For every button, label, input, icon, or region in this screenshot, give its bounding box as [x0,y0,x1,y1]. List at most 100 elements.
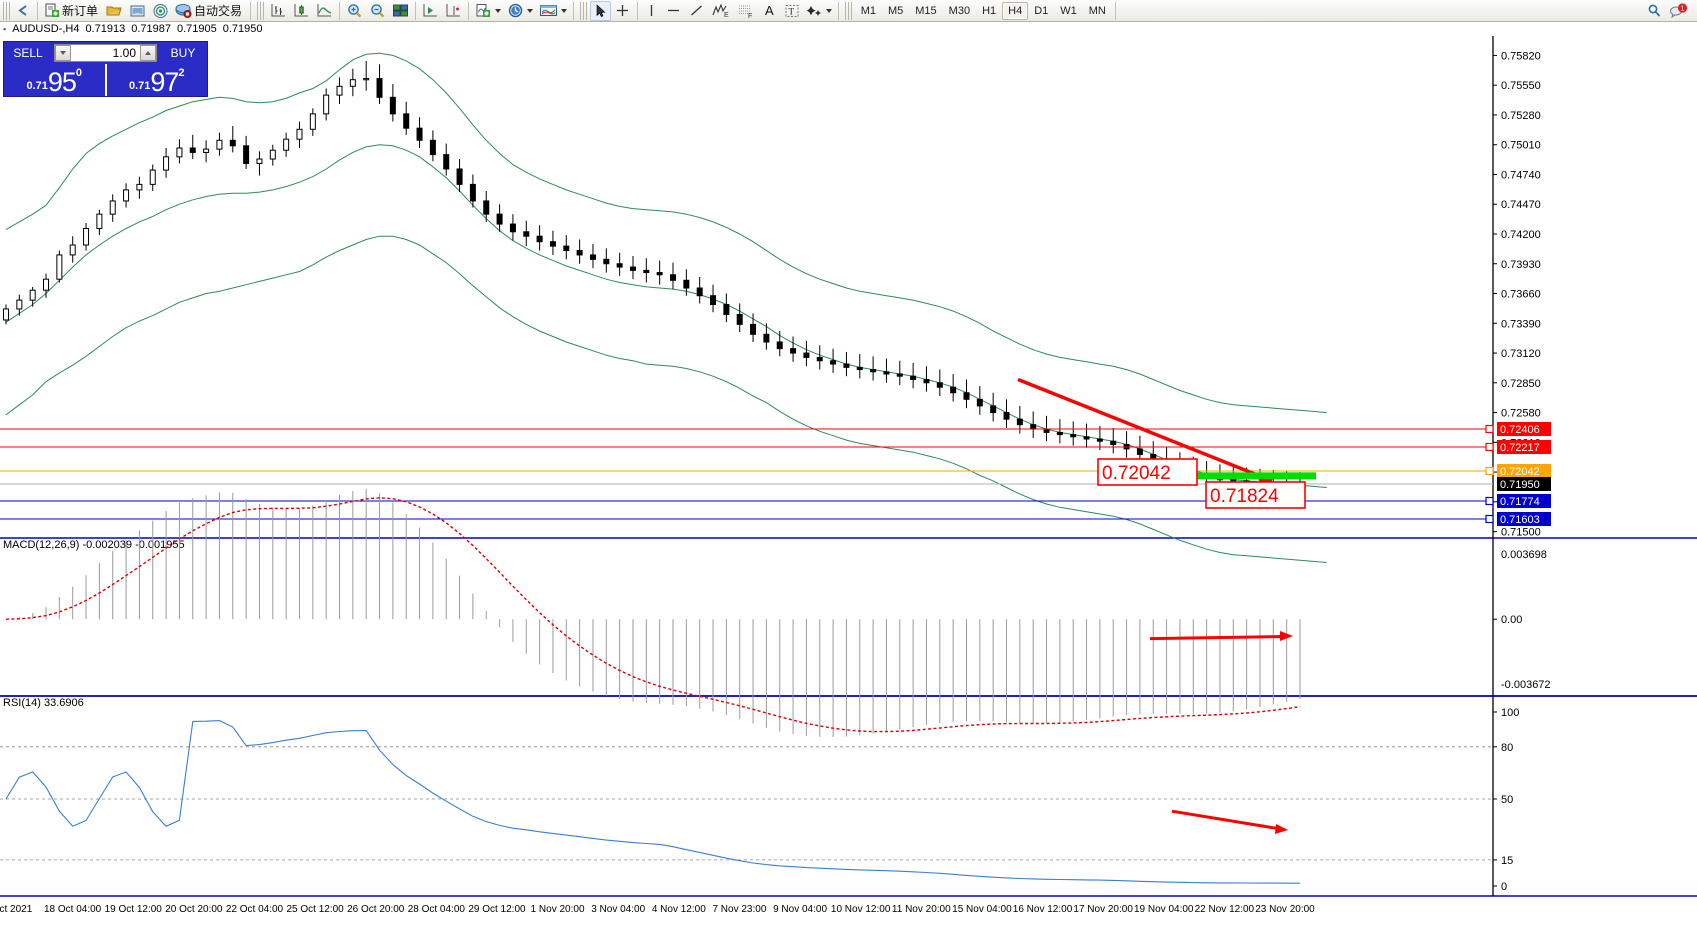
chevron-down-icon[interactable] [495,8,502,13]
toolbar-separator-6 [573,1,575,20]
crosshair-icon [617,4,629,16]
zoom-out-icon [371,3,385,17]
svg-text:0.72217: 0.72217 [1500,442,1540,454]
timeframe-m15[interactable]: M15 [915,4,937,17]
vertical-line-button[interactable] [641,1,662,21]
svg-text:1 Nov 20:00: 1 Nov 20:00 [531,904,585,915]
timeframe-w1[interactable]: W1 [1060,4,1077,17]
horizontal-line-button[interactable] [662,1,685,21]
bar-chart-button[interactable] [267,1,290,21]
buy-quote[interactable]: 0.71 97 2 [104,64,208,96]
zoom-in-button[interactable] [343,1,366,21]
candlestick-chart-button[interactable] [290,1,313,21]
folder-button[interactable] [103,1,126,21]
text-button[interactable]: A [758,1,781,21]
tile-windows-button[interactable] [389,1,412,21]
horizontal-line-icon [668,9,680,11]
main-toolbar: 新订单 自动交易 [0,0,1697,22]
shift-end-icon [423,3,438,16]
buy-button[interactable]: BUY [170,46,196,60]
chevron-down-icon-2[interactable] [527,8,534,13]
svg-text:0.71603: 0.71603 [1500,514,1540,526]
volume-stepper[interactable]: 1.00 [54,44,157,62]
elliott-wave-button[interactable]: E [708,1,733,21]
timeframe-m1[interactable]: M1 [860,4,876,17]
svg-text:0.72850: 0.72850 [1501,378,1541,390]
timeframe-m30[interactable]: M30 [948,4,971,17]
sell-quote[interactable]: 0.71 95 0 [4,64,105,96]
templates-button[interactable] [536,1,570,21]
toolbar-grip[interactable] [3,1,10,20]
svg-text:23 Nov 20:00: 23 Nov 20:00 [1255,904,1315,915]
svg-text:-0.003672: -0.003672 [1501,679,1551,691]
svg-text:0.75550: 0.75550 [1501,80,1541,92]
folder-icon [106,6,122,15]
text-label-button[interactable]: T [781,1,803,21]
toolbar-separator-3 [339,1,341,20]
chevron-down-icon-3[interactable] [561,8,568,13]
zoom-out-button[interactable] [366,1,389,21]
volume-value[interactable]: 1.00 [71,45,140,61]
svg-text:15 Nov 04:00: 15 Nov 04:00 [952,904,1012,915]
search-button[interactable] [1643,1,1666,21]
svg-text:18 Oct 04:00: 18 Oct 04:00 [44,904,102,915]
alerts-icon: 1 [1670,2,1688,18]
sell-button[interactable]: SELL [13,46,43,60]
svg-text:0.72406: 0.72406 [1500,424,1540,436]
chart-low-value: 0.71905 [176,23,217,35]
svg-text:T: T [788,6,794,16]
line-chart-icon [317,3,332,16]
trendline-button[interactable] [685,1,708,21]
back-arrow-icon[interactable] [13,1,34,21]
svg-text:28 Oct 04:00: 28 Oct 04:00 [408,904,466,915]
cursor-button[interactable] [590,0,612,21]
timeframe-h1[interactable]: H1 [982,4,997,17]
chevron-down-icon-4[interactable] [825,8,832,13]
period-button[interactable] [504,1,536,21]
autotrading-button[interactable]: 自动交易 [172,1,247,21]
timeframe-h4[interactable]: H4 [1002,1,1029,20]
svg-text:0.75820: 0.75820 [1501,50,1541,62]
line-chart-button[interactable] [313,1,336,21]
timeframe-mn[interactable]: MN [1088,4,1106,17]
toolbar-grip-4[interactable] [844,1,852,20]
toolbar-separator-7 [637,1,639,20]
alerts-button[interactable]: 1 [1666,1,1691,21]
svg-text:20 Oct 20:00: 20 Oct 20:00 [165,904,223,915]
svg-text:19 Nov 04:00: 19 Nov 04:00 [1134,904,1194,915]
text-label-icon: T [785,4,799,17]
new-order-button[interactable]: 新订单 [41,1,103,21]
indicators-button[interactable] [472,1,504,21]
profiles-button[interactable] [126,1,149,21]
crosshair-button[interactable] [611,1,634,21]
auto-scroll-button[interactable] [442,1,465,21]
one-click-trade-panel[interactable]: SELL 1.00 BUY 0.71 95 0 0.71 97 2 [3,41,208,97]
new-order-icon [45,3,59,17]
volume-increment-button[interactable] [140,45,156,61]
buy-quote-sup: 2 [178,67,185,79]
fibonacci-icon: F [739,5,752,19]
svg-text:22 Nov 12:00: 22 Nov 12:00 [1195,904,1255,915]
svg-text:E: E [724,12,729,19]
sell-quote-prefix: 0.71 [26,80,48,92]
shapes-button[interactable] [803,1,835,21]
chart-canvas[interactable]: 0.75820 0.75550 0.75280 0.75010 0.74740 0.744… [0,36,1697,930]
timeframe-m5[interactable]: M5 [887,4,904,17]
svg-text:Oct 2021: Oct 2021 [0,904,33,915]
timeframe-d1[interactable]: D1 [1034,4,1049,17]
fibonacci-button[interactable]: F [733,1,758,21]
svg-text:9 Nov 04:00: 9 Nov 04:00 [773,904,827,915]
autotrading-icon [175,3,192,18]
elliott-wave-icon: E [712,2,729,19]
market-watch-button[interactable] [149,1,172,21]
svg-text:0.73660: 0.73660 [1501,289,1541,301]
toolbar-separator-4 [415,1,417,20]
toolbar-grip-3[interactable] [580,1,588,20]
svg-text:26 Oct 20:00: 26 Oct 20:00 [347,904,405,915]
trade-panel-quotes: 0.71 95 0 0.71 97 2 [4,64,207,96]
svg-text:100: 100 [1501,707,1519,719]
volume-decrement-button[interactable] [55,45,71,61]
sell-quote-big: 95 [47,67,77,97]
toolbar-grip-2[interactable] [257,1,265,20]
shift-end-button[interactable] [419,1,442,21]
